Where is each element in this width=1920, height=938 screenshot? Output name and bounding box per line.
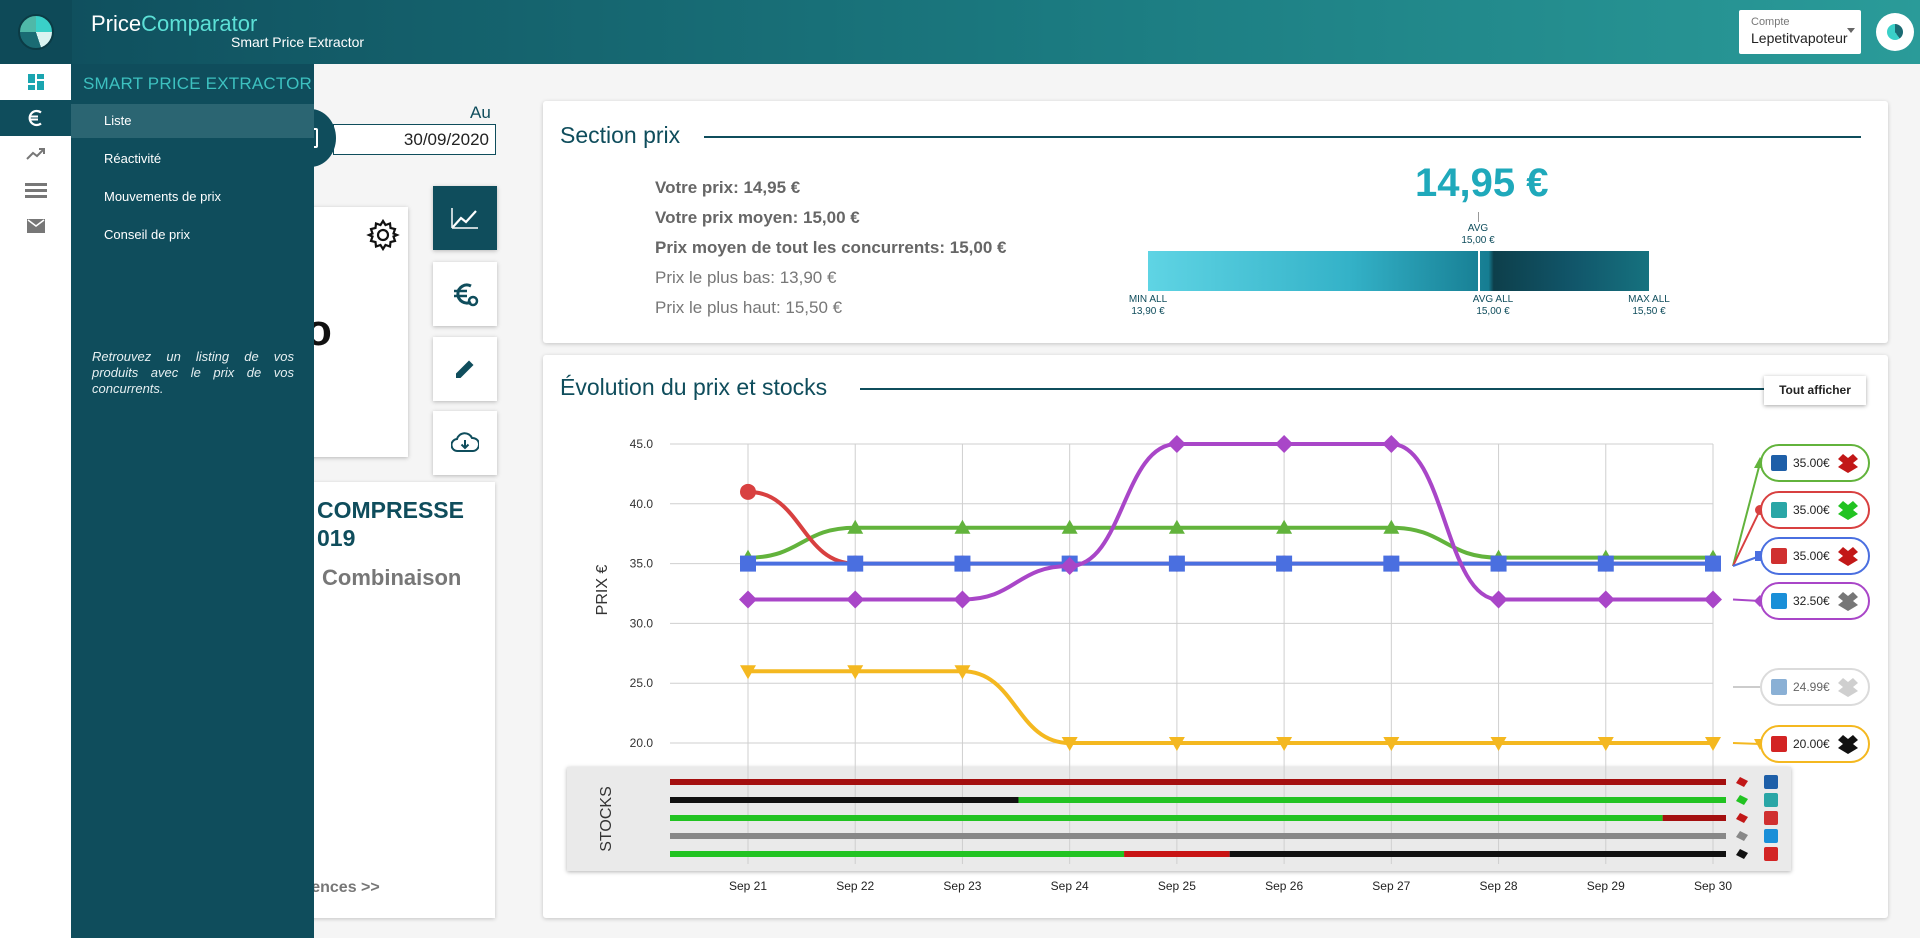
gauge-avg-top: AVG 15,00 € <box>1458 223 1498 247</box>
app-logo[interactable] <box>0 0 72 64</box>
price-stat: Votre prix moyen: 15,00 € <box>655 208 860 227</box>
top-bar: PriceComparator Smart Price Extractor Co… <box>0 0 1920 64</box>
brand-subtitle: Smart Price Extractor <box>231 34 365 50</box>
gauge-avg-all: AVG ALL 15,00 € <box>1468 294 1518 318</box>
section-prix-title: Section prix <box>560 122 681 148</box>
trending-up-icon <box>451 208 478 229</box>
gauge-max: MAX ALL 15,50 € <box>1624 294 1674 318</box>
drawer-item-mouvements[interactable]: Mouvements de prix <box>104 189 222 204</box>
trending-up-icon <box>25 148 45 160</box>
gauge-avg-tick <box>1478 212 1479 222</box>
product-title-line2: 019 <box>317 525 356 551</box>
gauge-avg-marker <box>1478 251 1480 291</box>
gauge-avg-value: 15,00 € <box>1476 306 1510 317</box>
price-stat: Prix moyen de tout les concurrents: 15,0… <box>655 238 1007 257</box>
profile-icon <box>1887 24 1903 40</box>
drawer-description: Retrouvez un listing de vos produits ave… <box>92 349 294 396</box>
price-stat: Prix le plus bas: 13,90 € <box>655 268 837 287</box>
show-all-button[interactable]: Tout afficher <box>1764 376 1866 405</box>
date-to-label: Au <box>470 103 491 122</box>
price-settings-button[interactable] <box>433 262 497 326</box>
drawer-item-conseil[interactable]: Conseil de prix <box>104 227 190 242</box>
account-value: Lepetitvapoteur <box>1751 30 1848 46</box>
rail-euro[interactable] <box>0 100 71 136</box>
rail-dashboard[interactable] <box>0 64 71 100</box>
brand-title: PriceComparator <box>91 11 257 37</box>
rail-trending[interactable] <box>0 136 71 172</box>
left-rail <box>0 64 71 938</box>
dashboard-icon <box>27 74 44 90</box>
rail-mail[interactable] <box>0 208 71 244</box>
drawer-item-reactivite[interactable]: Réactivité <box>104 151 162 166</box>
price-stat: Prix le plus haut: 15,50 € <box>655 298 843 317</box>
gauge-avg-label: AVG ALL <box>1472 294 1514 305</box>
euro-gear-icon <box>454 283 479 307</box>
product-combination: Combinaison <box>322 565 462 590</box>
profile-button[interactable] <box>1876 13 1914 51</box>
evolution-title: Évolution du prix et stocks <box>560 374 828 400</box>
account-select[interactable]: Compte Lepetitvapoteur <box>1739 10 1861 54</box>
list-icon <box>24 183 47 198</box>
mail-icon <box>26 219 45 233</box>
gauge-avg-top-label: AVG <box>1467 223 1489 234</box>
current-price: 14,95 € <box>1415 161 1549 205</box>
drawer-item-liste[interactable]: Liste <box>71 104 314 138</box>
stocks-panel <box>567 767 1791 871</box>
product-title: COMPRESSE 019 <box>317 496 464 552</box>
brand-accent: Comparator <box>141 11 258 36</box>
chart-view-button[interactable] <box>433 186 497 250</box>
evolution-rule <box>860 388 1764 390</box>
section-prix-panel <box>543 101 1888 343</box>
gauge-min: MIN ALL 13,90 € <box>1123 294 1173 318</box>
drawer-title: SMART PRICE EXTRACTOR <box>83 74 313 93</box>
section-prix-rule <box>704 136 1861 138</box>
price-stat: Votre prix: 14,95 € <box>655 178 801 197</box>
account-label: Compte <box>1751 16 1790 28</box>
chevron-down-icon <box>1847 28 1855 33</box>
gear-icon[interactable] <box>366 218 400 252</box>
gauge-min-label: MIN ALL <box>1128 294 1168 305</box>
download-button[interactable] <box>433 411 497 475</box>
references-link[interactable]: rences >> <box>305 879 380 896</box>
gauge-avg-top-value: 15,00 € <box>1461 235 1495 246</box>
logo-icon <box>18 14 54 50</box>
edit-button[interactable] <box>433 337 497 401</box>
price-gauge-bar <box>1148 251 1649 291</box>
pencil-icon <box>456 360 474 378</box>
product-info-card <box>300 482 495 918</box>
rail-list[interactable] <box>0 172 71 208</box>
gauge-max-value: 15,50 € <box>1632 306 1666 317</box>
date-to-input[interactable]: 30/09/2020 <box>333 124 496 155</box>
nav-drawer: SMART PRICE EXTRACTOR Liste Réactivité M… <box>71 64 314 938</box>
gauge-min-value: 13,90 € <box>1131 306 1165 317</box>
brand-main: Price <box>91 11 142 36</box>
euro-icon <box>28 109 42 127</box>
product-title-line1: COMPRESSE <box>317 497 464 523</box>
product-card <box>300 207 408 457</box>
cloud-download-icon <box>451 432 479 452</box>
gauge-max-label: MAX ALL <box>1628 294 1670 305</box>
